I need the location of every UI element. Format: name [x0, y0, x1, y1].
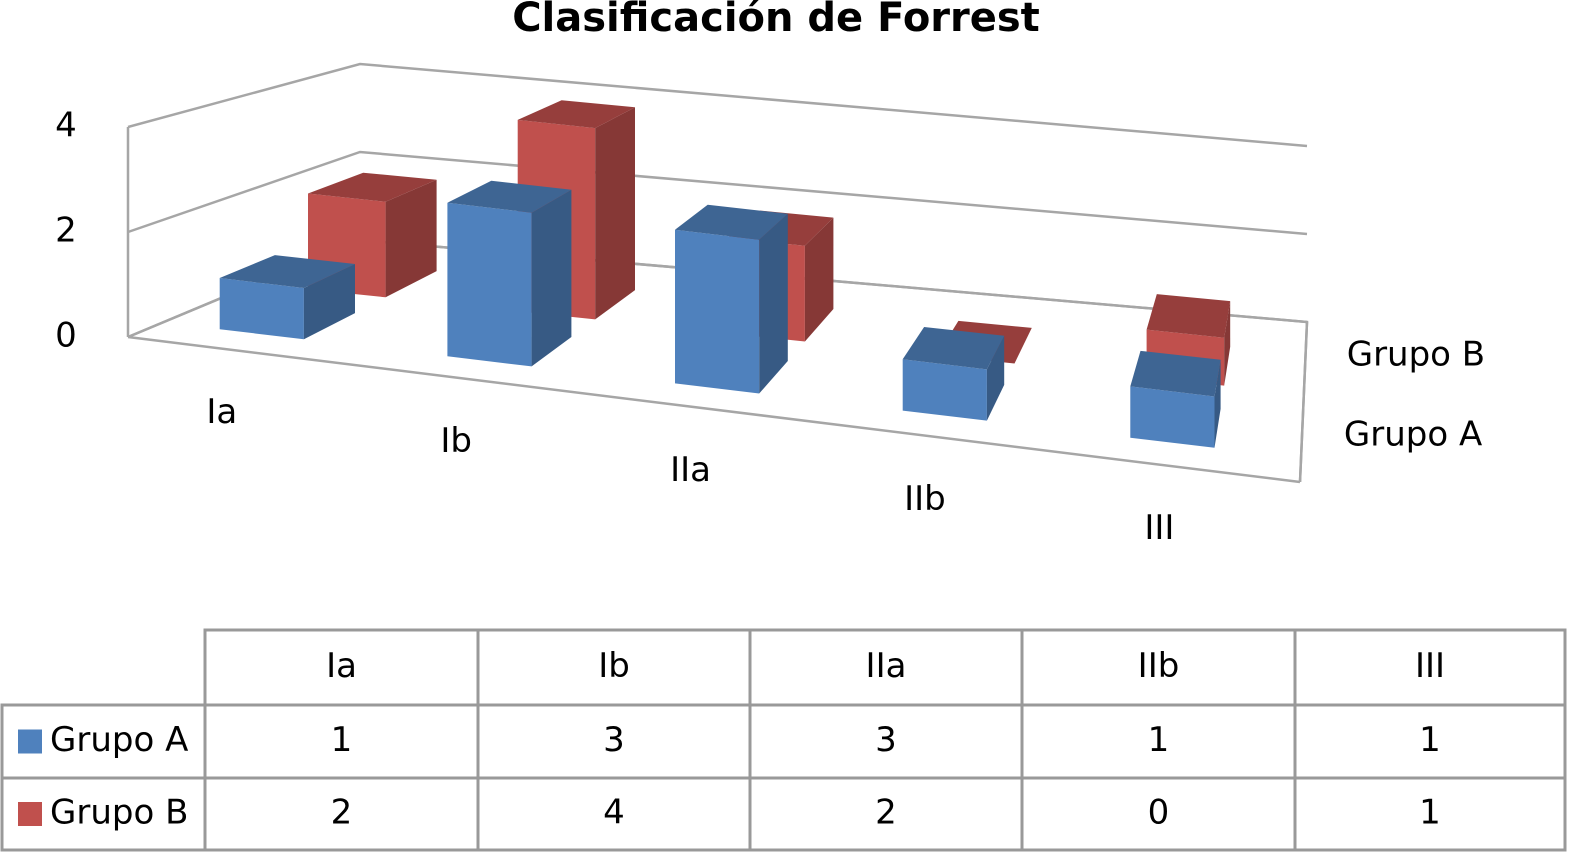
- bar-top: [675, 204, 788, 240]
- table-value: 3: [603, 720, 625, 760]
- legend-swatch: [18, 729, 42, 754]
- series-label: Grupo B: [1347, 335, 1485, 375]
- x-tick-label: Ib: [440, 421, 472, 461]
- bar-side: [385, 179, 437, 298]
- y-tick-label: 4: [55, 106, 77, 146]
- bar-side: [759, 213, 788, 394]
- x-tick-label: IIb: [904, 479, 946, 519]
- bar-side: [986, 335, 1005, 421]
- chart-title: Clasificación de Forrest: [512, 0, 1040, 41]
- grid-line: [127, 62, 1308, 148]
- bar-top: [219, 255, 355, 288]
- table-border: [0, 628, 1567, 852]
- table-value: 0: [1148, 793, 1170, 833]
- table-value: 1: [1419, 720, 1441, 760]
- table-value: 1: [331, 720, 353, 760]
- bar-top: [902, 327, 1005, 370]
- grid-line: [127, 150, 1308, 236]
- bar-side: [531, 189, 572, 367]
- x-tick-label: Ia: [206, 392, 237, 432]
- bar-side: [595, 107, 635, 320]
- table-header: IIa: [866, 646, 907, 686]
- bar-top: [308, 172, 437, 202]
- bar-top: [517, 100, 635, 129]
- bar-side: [804, 217, 834, 342]
- table-value: 1: [1148, 720, 1170, 760]
- table-value: 1: [1419, 793, 1441, 833]
- floor-edge: [127, 335, 1301, 484]
- series-label: Grupo A: [1344, 415, 1482, 455]
- legend-swatch: [18, 802, 42, 826]
- legend-label: Grupo A: [50, 720, 188, 760]
- bar-top: [1130, 350, 1221, 397]
- table-value: 2: [875, 793, 897, 833]
- y-tick-label: 2: [55, 211, 77, 251]
- table-header: Ia: [326, 646, 357, 686]
- axis-edge: [1298, 321, 1309, 483]
- bar-side: [303, 264, 355, 340]
- bar-front: [447, 202, 532, 367]
- table-header: IIb: [1138, 646, 1180, 686]
- bar-top: [447, 180, 572, 213]
- bar-front: [1130, 386, 1215, 448]
- x-tick-label: III: [1144, 508, 1174, 548]
- bar-front: [675, 229, 760, 394]
- bar-front: [219, 278, 304, 340]
- bar-top: [1146, 294, 1231, 338]
- bar-side: [1214, 359, 1221, 448]
- y-tick-label: 0: [55, 316, 77, 356]
- legend-label: Grupo B: [50, 793, 188, 833]
- table-value: 4: [603, 793, 625, 833]
- table-value: 2: [331, 793, 353, 833]
- table-header: Ib: [598, 646, 630, 686]
- x-tick-label: IIa: [670, 450, 711, 490]
- bar-front: [902, 359, 987, 421]
- bar-side: [1224, 301, 1231, 386]
- table-header: III: [1415, 646, 1445, 686]
- table-value: 3: [875, 720, 897, 760]
